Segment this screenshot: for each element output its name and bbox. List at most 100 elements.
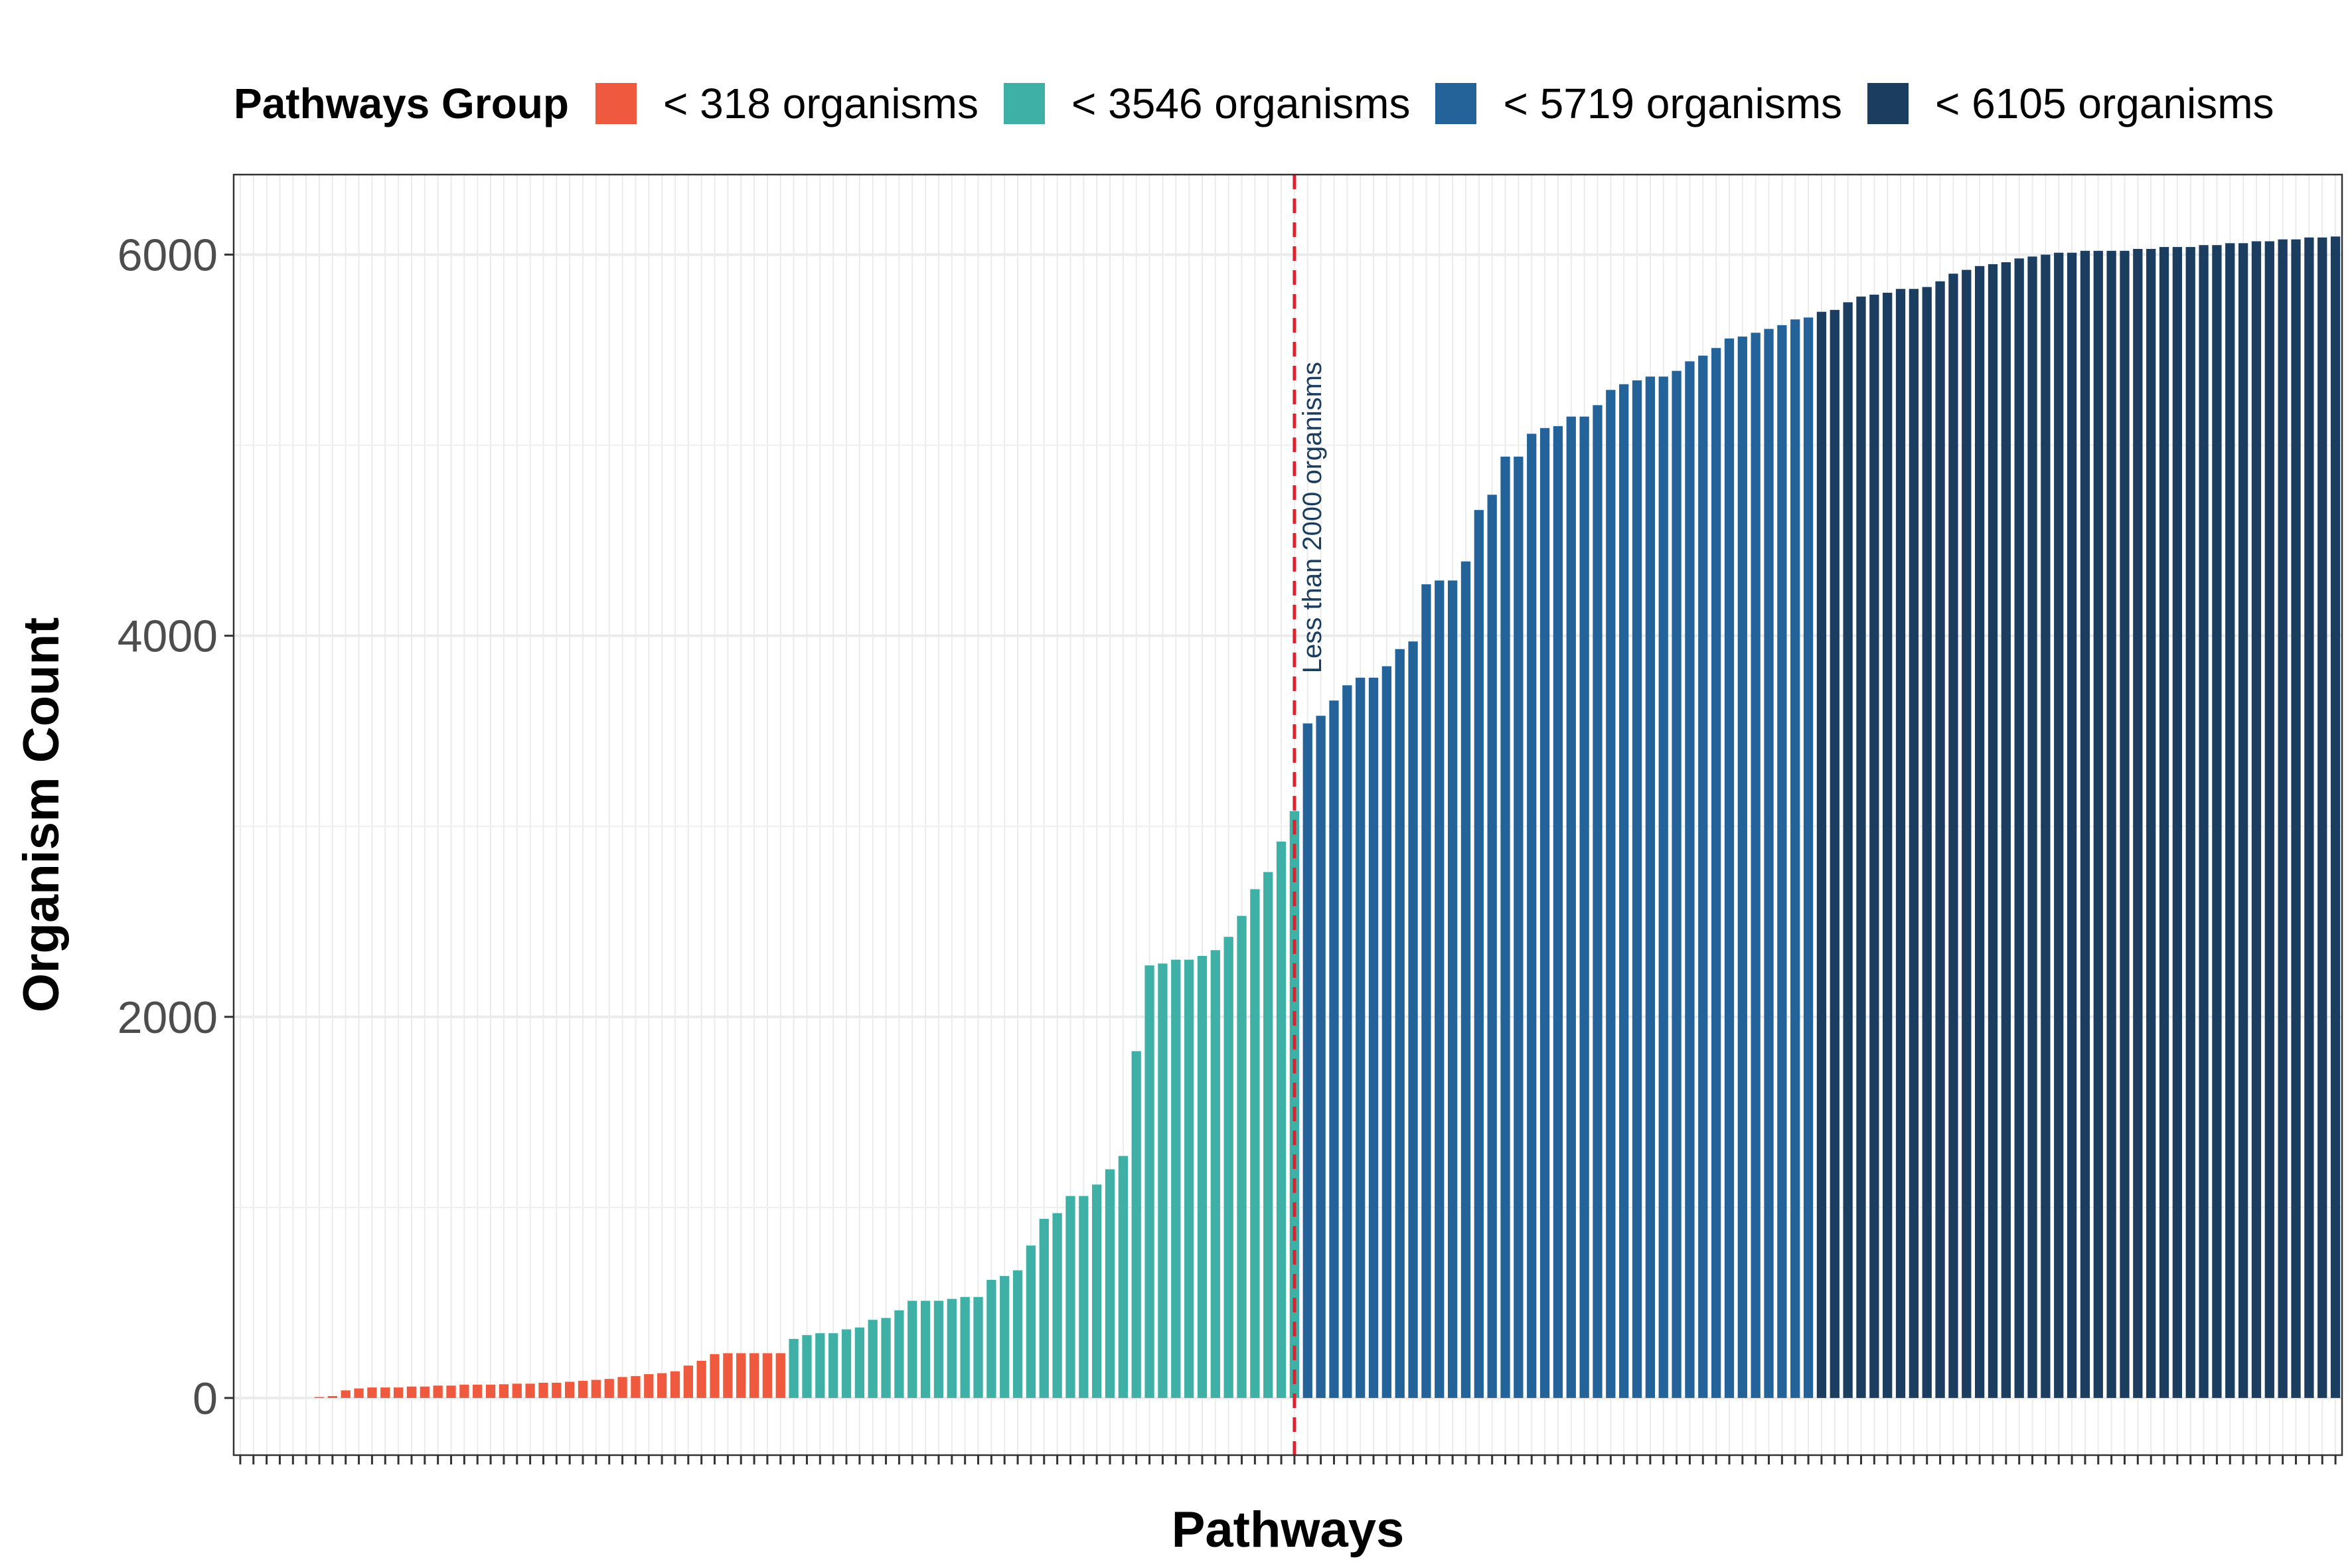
bar bbox=[1302, 723, 1312, 1398]
bar bbox=[1223, 937, 1233, 1398]
bar bbox=[1263, 872, 1273, 1398]
bar bbox=[1539, 428, 1550, 1398]
bar bbox=[1988, 264, 1998, 1398]
bar bbox=[1909, 289, 1919, 1398]
bar bbox=[578, 1381, 588, 1398]
bar bbox=[1514, 456, 1524, 1398]
bar bbox=[1197, 955, 1208, 1398]
bar bbox=[2199, 245, 2209, 1398]
bar bbox=[354, 1388, 364, 1398]
legend: Pathways Group < 318 organisms < 3546 or… bbox=[234, 78, 2274, 129]
bar bbox=[1065, 1196, 1075, 1398]
bar bbox=[1000, 1276, 1010, 1398]
bar bbox=[631, 1375, 641, 1398]
bar bbox=[696, 1360, 706, 1398]
legend-label-lt-318: < 318 organisms bbox=[663, 80, 979, 127]
bar bbox=[1356, 677, 1366, 1398]
bar bbox=[2264, 241, 2274, 1398]
bar bbox=[2027, 256, 2037, 1398]
bar bbox=[420, 1386, 430, 1398]
bar bbox=[1460, 561, 1471, 1398]
bars-layer bbox=[314, 236, 2341, 1398]
bar bbox=[920, 1300, 931, 1398]
bar bbox=[1092, 1184, 1102, 1398]
bar bbox=[986, 1279, 996, 1398]
bar bbox=[2067, 252, 2077, 1398]
bar bbox=[736, 1353, 746, 1398]
bar bbox=[1672, 370, 1682, 1398]
bar bbox=[1447, 580, 1458, 1398]
legend-title: Pathways Group bbox=[234, 80, 569, 127]
bar bbox=[1737, 336, 1747, 1398]
bar bbox=[341, 1390, 351, 1398]
bar bbox=[1474, 510, 1484, 1398]
bar bbox=[868, 1320, 878, 1398]
bar bbox=[1922, 287, 1932, 1398]
bar bbox=[2212, 245, 2222, 1398]
legend-item-lt-3546: < 3546 organisms bbox=[1003, 79, 1411, 128]
bar bbox=[473, 1384, 483, 1398]
bar bbox=[2251, 241, 2262, 1398]
bar bbox=[894, 1310, 904, 1398]
bar bbox=[1632, 380, 1642, 1398]
plot-panel-border bbox=[232, 173, 2343, 1456]
bar bbox=[1131, 1051, 1141, 1398]
bar bbox=[1487, 495, 1497, 1398]
bar bbox=[1869, 294, 1879, 1398]
bar bbox=[1395, 649, 1405, 1398]
bar bbox=[1237, 915, 1247, 1398]
y-tick-label: 6000 bbox=[118, 230, 218, 281]
bar bbox=[1883, 292, 1893, 1398]
bar bbox=[1962, 270, 1972, 1398]
legend-swatch-lt-3546 bbox=[1003, 83, 1045, 124]
bar bbox=[1381, 666, 1392, 1398]
bar bbox=[1843, 302, 1853, 1398]
bar bbox=[1118, 1156, 1129, 1398]
bar bbox=[789, 1338, 799, 1398]
bar bbox=[854, 1327, 865, 1398]
bar bbox=[1289, 811, 1300, 1398]
bar bbox=[1593, 405, 1603, 1398]
bar bbox=[1500, 456, 1510, 1398]
bar bbox=[1368, 677, 1379, 1398]
bar bbox=[565, 1381, 575, 1398]
bar bbox=[1856, 296, 1866, 1398]
bar bbox=[683, 1366, 693, 1398]
legend-label-lt-3546: < 3546 organisms bbox=[1071, 80, 1411, 127]
y-axis-title: Organism Count bbox=[13, 617, 70, 1012]
bar bbox=[1079, 1196, 1089, 1398]
bar bbox=[1553, 426, 1563, 1398]
bar bbox=[617, 1377, 627, 1398]
grid-layer bbox=[234, 175, 2342, 1455]
bar bbox=[973, 1296, 983, 1398]
bar bbox=[1895, 289, 1906, 1398]
bar bbox=[1777, 325, 1787, 1398]
bar bbox=[1316, 716, 1326, 1398]
bar bbox=[1210, 950, 1220, 1398]
bar bbox=[1012, 1270, 1023, 1398]
bar bbox=[1171, 959, 1181, 1398]
bar bbox=[485, 1384, 496, 1398]
bar bbox=[538, 1382, 548, 1398]
legend-item-lt-318: < 318 organisms bbox=[595, 79, 979, 128]
legend-label-lt-6105: < 6105 organisms bbox=[1935, 80, 2274, 127]
bar bbox=[710, 1354, 720, 1398]
bar bbox=[552, 1382, 562, 1398]
axis-layer: 0 2000 4000 6000 bbox=[118, 230, 2337, 1464]
bar bbox=[1685, 361, 1695, 1398]
bar bbox=[512, 1383, 522, 1398]
bar bbox=[380, 1387, 390, 1398]
bar bbox=[1250, 889, 1260, 1398]
bar bbox=[367, 1387, 377, 1398]
bar bbox=[2093, 250, 2103, 1398]
legend-swatch-lt-6105 bbox=[1867, 83, 1909, 124]
bar bbox=[1711, 348, 1721, 1398]
bar bbox=[1948, 274, 1958, 1398]
bar bbox=[1816, 311, 1827, 1398]
bar bbox=[2133, 248, 2143, 1398]
y-tick-label: 2000 bbox=[118, 992, 218, 1043]
bar bbox=[1435, 580, 1445, 1398]
bar bbox=[1645, 376, 1656, 1398]
legend-label-lt-5719: < 5719 organisms bbox=[1503, 80, 1842, 127]
bar bbox=[433, 1385, 443, 1398]
